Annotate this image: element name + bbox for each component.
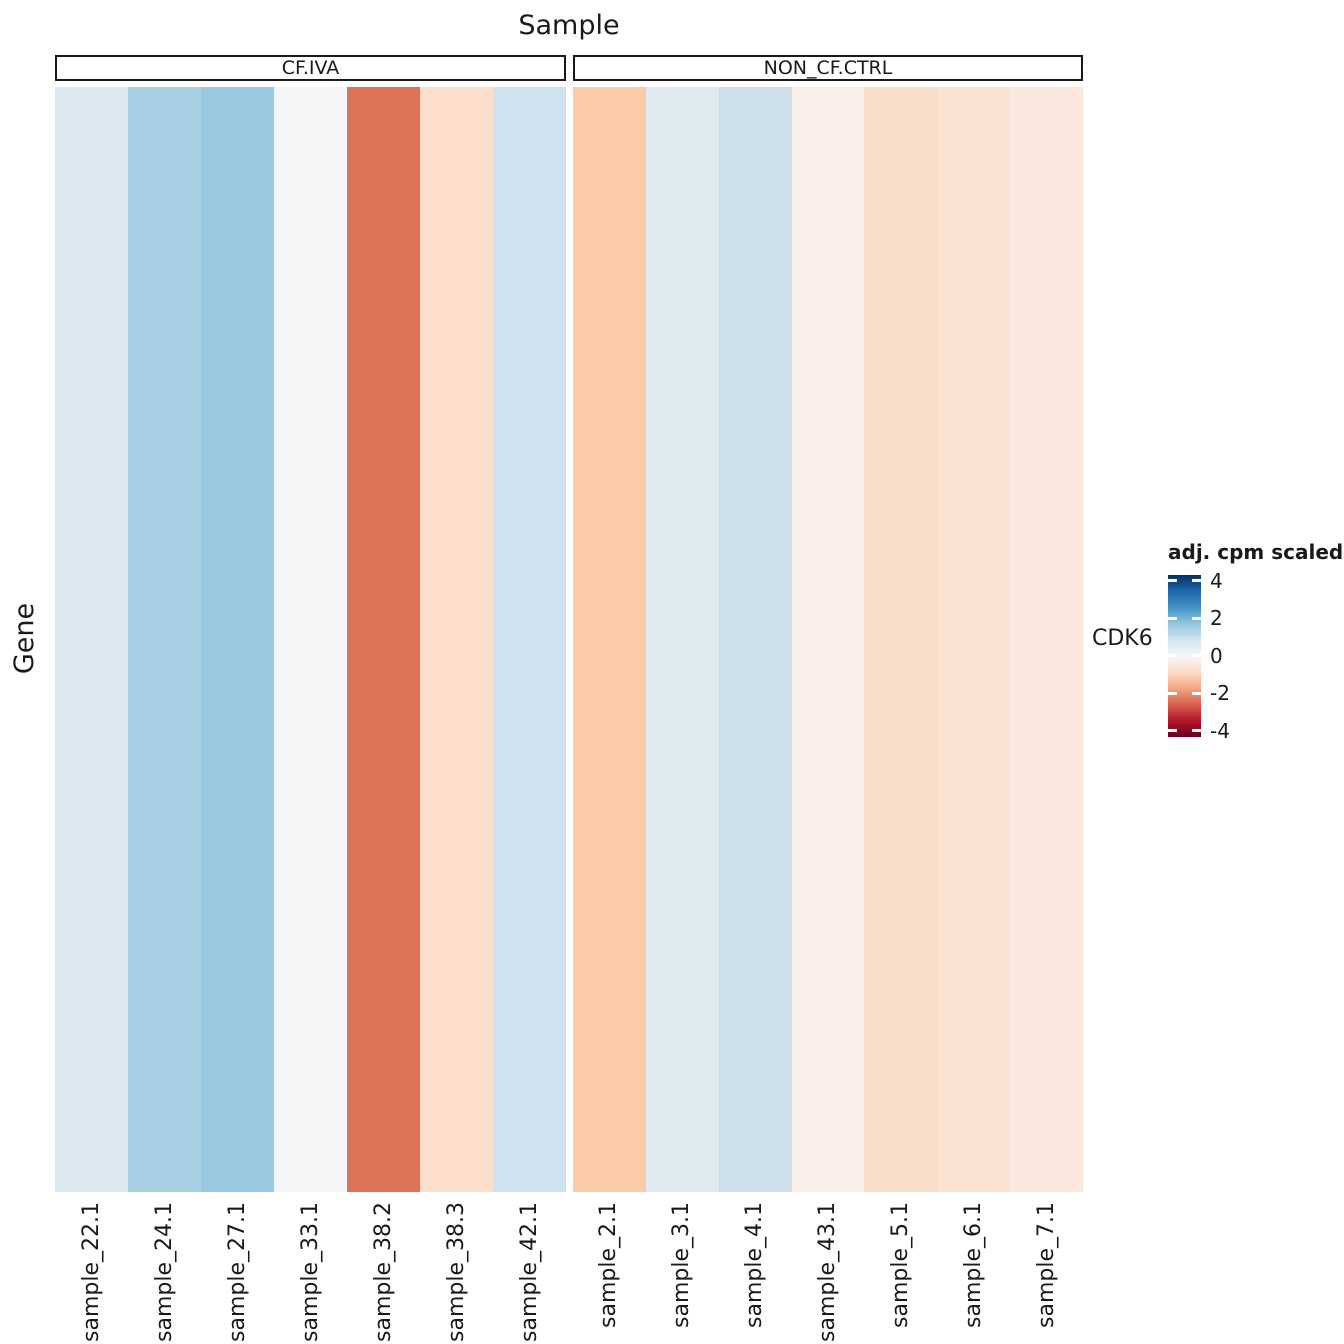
x-axis-label: sample_27.1 [224,1202,250,1342]
legend-tick-label: -2 [1210,681,1230,705]
x-axis-label: sample_33.1 [297,1202,323,1342]
legend-tick-label: 0 [1210,643,1223,668]
y-axis-title: Gene [9,602,41,674]
heatmap-cell-sample_2.1 [573,87,646,1192]
x-axis-label: sample_43.1 [815,1202,840,1342]
legend-tick-label: 4 [1210,568,1223,593]
heatmap-cell-sample_42.1 [493,87,566,1192]
legend-tick-mark-left [1168,654,1177,657]
legend-tick-mark-right [1192,654,1201,657]
facet-strip-cfiva-label: CF.IVA [281,57,340,79]
x-axis-label-cell: sample_42.1 [493,1202,566,1344]
legend-tick-mark-right [1192,579,1201,582]
x-axis-label: sample_7.1 [1033,1202,1059,1328]
legend-tick-mark-left [1168,729,1177,732]
heatmap-cell-sample_5.1 [864,87,938,1192]
x-axis-label-cell: sample_24.1 [128,1202,201,1344]
heatmap-cell-sample_38.2 [347,87,420,1192]
x-axis-label-cell: sample_38.2 [347,1202,420,1344]
legend-colorbar [1168,575,1201,737]
x-axis-label: sample_3.1 [669,1202,695,1328]
x-axis-label: sample_22.1 [78,1202,104,1342]
legend-tick-mark-right [1192,691,1201,695]
heatmap-cell-sample_24.1 [128,87,201,1192]
x-axis-label-cell: sample_4.1 [719,1202,792,1344]
x-axis-label-cell: sample_33.1 [274,1202,347,1344]
heatmap-cell-sample_22.1 [55,87,128,1192]
x-axis-label-cell: sample_22.1 [55,1202,128,1344]
legend-tick-label: -4 [1210,718,1230,743]
heatmap-cell-sample_4.1 [718,87,792,1192]
legend-tick-label: 2 [1210,606,1223,630]
x-axis-label: sample_6.1 [960,1202,986,1328]
heatmap-cell-sample_7.1 [1010,87,1084,1192]
x-axis-label: sample_24.1 [151,1202,177,1342]
x-axis-label-cell: sample_27.1 [201,1202,274,1344]
legend-tick-mark-right [1192,729,1201,732]
x-axis-label-cell: sample_3.1 [646,1202,719,1344]
x-axis-label: sample_5.1 [887,1202,913,1328]
x-axis-label: sample_38.3 [443,1202,469,1342]
x-axis-label: sample_4.1 [742,1202,768,1328]
x-axis-labels-nonctrl: sample_2.1 sample_3.1 sample_4.1 sample_43.… [573,1202,1083,1344]
heatmap-cell-sample_3.1 [645,87,719,1192]
x-axis-label-cell: sample_7.1 [1010,1202,1083,1344]
x-axis-label: sample_42.1 [516,1202,542,1342]
heatmap-cell-sample_33.1 [274,87,347,1192]
legend-tick-mark-left [1168,691,1177,695]
legend-tick-mark-right [1192,616,1201,620]
legend-tick-mark-left [1168,616,1177,620]
legend-tick-mark-left [1168,579,1177,582]
x-axis-label: sample_2.1 [596,1202,622,1328]
x-axis-label-cell: sample_5.1 [864,1202,937,1344]
heatmap-cell-sample_27.1 [201,87,274,1192]
heatmap-cell-sample_38.3 [420,87,493,1192]
x-axis-label-cell: sample_43.1 [792,1202,865,1344]
x-axis-label: sample_38.2 [370,1202,396,1342]
facet-strip-nonctrl-label: NON_CF.CTRL [763,57,893,79]
legend-title: adj. cpm scaled [1168,540,1344,564]
x-axis-title: Sample [518,10,620,41]
facet-strip-nonctrl: NON_CF.CTRL [573,55,1083,81]
heatmap-cell-sample_6.1 [937,87,1011,1192]
x-axis-label-cell: sample_6.1 [937,1202,1010,1344]
heatmap-group-cfiva [55,87,566,1192]
x-axis-labels-cfiva: sample_22.1 sample_24.1 sample_27.1 sample_… [55,1202,566,1344]
heatmap-cell-sample_43.1 [791,87,865,1192]
heatmap-group-nonctrl [573,87,1084,1192]
x-axis-label-cell: sample_2.1 [573,1202,646,1344]
row-label-cdk6: CDK6 [1092,626,1153,651]
facet-strip-cfiva: CF.IVA [55,55,566,81]
x-axis-label-cell: sample_38.3 [420,1202,493,1344]
